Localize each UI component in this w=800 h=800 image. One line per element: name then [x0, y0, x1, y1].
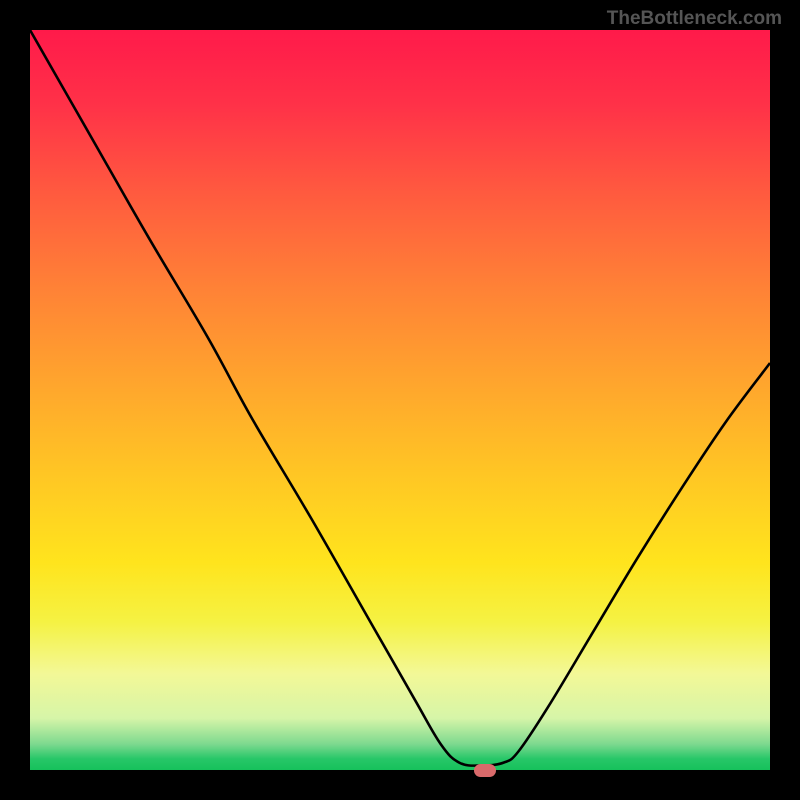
gradient-background	[30, 30, 770, 770]
chart-svg	[30, 30, 770, 770]
optimum-marker	[474, 764, 496, 777]
plot-area	[30, 30, 770, 770]
watermark-text: TheBottleneck.com	[607, 8, 782, 30]
